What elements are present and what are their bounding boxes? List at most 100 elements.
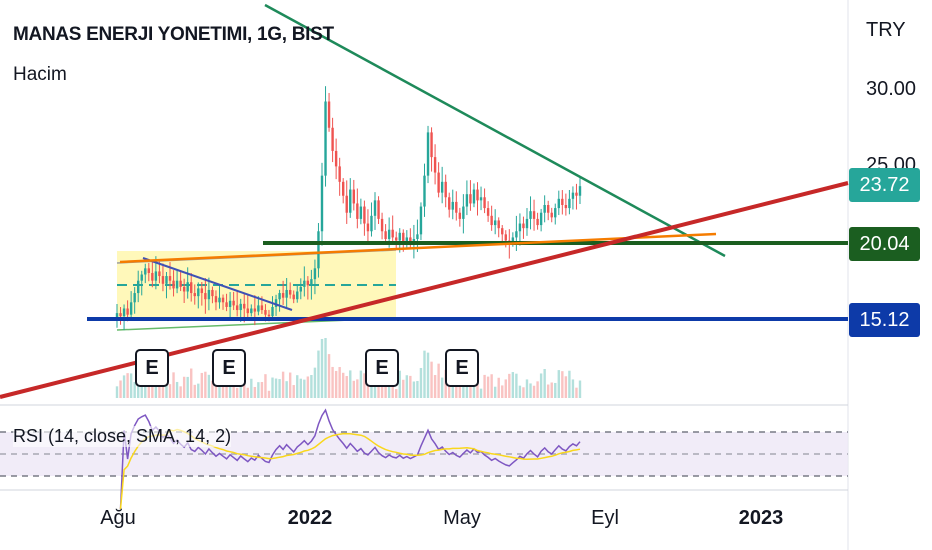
candle-body <box>575 192 578 196</box>
volume-bar <box>405 375 409 398</box>
volume-bar <box>288 372 292 398</box>
candle-body <box>476 189 479 201</box>
volume-bar <box>267 390 271 398</box>
time-tick-may: May <box>443 507 481 529</box>
candle-body <box>557 198 560 209</box>
volume-bar <box>493 386 497 398</box>
rsi-label: RSI (14, close, SMA, 14, 2) <box>13 426 232 447</box>
candle-body <box>341 181 345 196</box>
volume-bar <box>465 380 469 398</box>
candle-body <box>504 234 507 241</box>
volume-bar <box>402 379 405 398</box>
candle-body <box>550 212 553 218</box>
volume-bar <box>221 377 225 398</box>
volume-bar <box>257 382 260 398</box>
earnings-marker[interactable]: E <box>445 349 479 387</box>
volume-bar <box>571 379 575 398</box>
candle-body <box>568 198 571 209</box>
volume-bar <box>137 379 140 398</box>
volume-bar <box>543 369 546 398</box>
volume-bar <box>561 371 564 398</box>
volume-bar <box>483 374 486 398</box>
support-level-tag[interactable]: 20.04 <box>849 227 920 261</box>
candle-body <box>285 289 288 298</box>
candle-body <box>122 308 126 317</box>
candle-body <box>214 296 218 303</box>
volume-bar <box>211 380 214 398</box>
volume-bar <box>299 378 302 398</box>
volume-bar <box>228 376 232 398</box>
volume-bar <box>546 384 550 398</box>
candle-body <box>137 280 140 294</box>
rsi-line <box>119 408 581 510</box>
candle-body <box>472 189 476 204</box>
candle-body <box>561 198 564 205</box>
candle-body <box>218 297 221 303</box>
volume-bar <box>264 374 267 398</box>
volume-bar <box>151 382 154 398</box>
volume-bar <box>296 375 299 398</box>
candle-body <box>479 197 483 201</box>
candle-body <box>274 299 278 307</box>
time-tick-2022: 2022 <box>287 507 333 529</box>
candle-body <box>338 166 341 182</box>
candle-body <box>536 218 539 226</box>
candle-body <box>271 306 274 317</box>
volume-bar <box>129 373 133 398</box>
time-tick-aug: Ağu <box>100 507 136 529</box>
channel-line[interactable] <box>119 232 717 264</box>
earnings-marker[interactable]: E <box>365 349 399 387</box>
resistance-trendline[interactable] <box>264 3 726 258</box>
volume-bar <box>331 366 334 398</box>
volume-bar <box>568 370 571 398</box>
volume-bar <box>317 350 320 398</box>
volume-bar <box>423 350 426 398</box>
volume-bar <box>529 383 532 398</box>
time-tick-2023: 2023 <box>738 507 784 529</box>
candle-body <box>377 200 380 219</box>
candle-body <box>458 212 462 219</box>
candle-body <box>250 308 253 314</box>
volume-bar <box>154 380 158 398</box>
volume-label: Hacim <box>13 64 67 85</box>
candle-body <box>267 314 271 317</box>
volume-bar <box>554 382 557 398</box>
low-level-tag[interactable]: 15.12 <box>849 303 920 337</box>
candle-body <box>571 192 575 199</box>
candle-body <box>370 215 373 232</box>
candle-body <box>264 310 267 315</box>
volume-bar <box>575 387 578 398</box>
volume-bar <box>119 380 122 398</box>
volume-bar <box>285 381 288 398</box>
candle-body <box>281 293 285 298</box>
volume-bar <box>391 378 394 398</box>
volume-bar <box>334 370 338 398</box>
candle-body <box>462 206 465 219</box>
candle-body <box>384 231 387 239</box>
candle-body <box>126 308 129 315</box>
chart-title: MANAS ENERJI YONETIMI, 1G, BIST <box>13 24 334 45</box>
candle-body <box>197 288 200 297</box>
last-price-tag[interactable]: 23.72 <box>849 168 920 202</box>
candle-body <box>140 274 143 281</box>
earnings-marker[interactable]: E <box>135 349 169 387</box>
volume-bar <box>486 376 490 398</box>
volume-bar <box>557 370 560 398</box>
volume-bar <box>515 373 518 398</box>
candle-body <box>239 303 242 311</box>
volume-bar <box>356 379 359 398</box>
earnings-marker[interactable]: E <box>212 349 246 387</box>
candle-body <box>419 206 423 235</box>
candle-body <box>483 197 486 209</box>
volume-bar <box>243 384 246 398</box>
falling-trendline-short[interactable] <box>142 257 293 311</box>
candle-body <box>349 189 352 213</box>
candle-body <box>331 127 334 151</box>
volume-bar <box>158 385 161 398</box>
candle-body <box>554 208 557 218</box>
candle-body <box>306 280 310 286</box>
candle-body <box>391 229 394 238</box>
candle-body <box>228 300 232 307</box>
volume-bar <box>172 372 175 398</box>
